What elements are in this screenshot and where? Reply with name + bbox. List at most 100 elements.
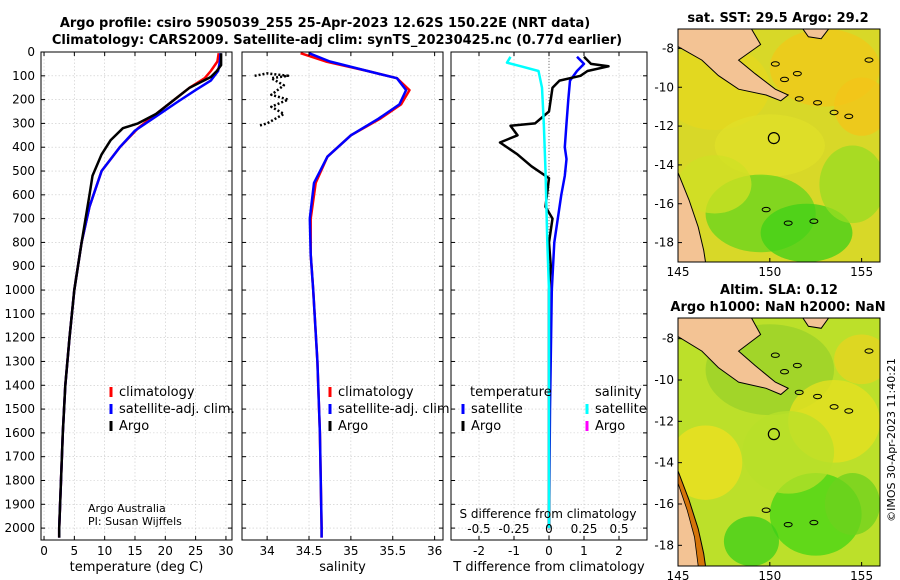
map-y-tick-label: -10 xyxy=(654,373,674,387)
y-tick-label: 100 xyxy=(12,69,35,83)
y-tick-label: 300 xyxy=(12,116,35,130)
top-axis-label: S difference from climatology xyxy=(460,507,637,521)
plot-background xyxy=(41,52,232,540)
top-tick-label: 0 xyxy=(545,522,553,536)
x-tick-label: -2 xyxy=(473,544,485,558)
map-y-tick-label: -10 xyxy=(654,80,674,94)
imos-credit: ©IMOS 30-Apr-2023 11:40:21 xyxy=(885,358,898,522)
field-patch xyxy=(834,77,880,136)
series-salinity-satellite xyxy=(505,56,551,529)
argo-position-marker xyxy=(767,132,780,145)
island xyxy=(829,109,839,116)
x-tick-label: 35 xyxy=(343,544,358,558)
series-argo xyxy=(254,72,290,128)
island xyxy=(780,76,790,83)
legend-temp-2: Argo xyxy=(119,419,149,434)
island xyxy=(813,100,823,106)
x-axis-label: temperature (deg C) xyxy=(70,560,204,575)
land-polygon xyxy=(678,318,790,396)
legend-diff-sal-argo: Argo xyxy=(595,419,625,434)
x-axis-label: salinity xyxy=(319,560,366,575)
land-polygon xyxy=(678,172,707,262)
legend-sal-2: Argo xyxy=(338,419,368,434)
legend-diff-temp-sat: satellite xyxy=(471,402,523,417)
map-y-tick-label: -14 xyxy=(654,456,674,470)
island xyxy=(761,507,771,513)
legend-temp-1: satellite-adj. clim. xyxy=(119,402,235,417)
island xyxy=(783,220,793,226)
legend-temperature-title: temperature xyxy=(470,385,552,400)
island xyxy=(794,96,804,102)
map-y-tick-label: -8 xyxy=(662,41,674,55)
plot-background xyxy=(242,52,443,540)
island xyxy=(864,57,874,63)
map-frame xyxy=(677,317,881,567)
land-polygon xyxy=(678,29,790,102)
series-temperature-argo xyxy=(498,55,610,529)
island xyxy=(813,393,823,400)
series-temperature-satellite xyxy=(547,55,586,529)
sla-map-title-2: Argo h1000: NaN h2000: NaN xyxy=(670,300,885,315)
field-patch xyxy=(723,516,779,566)
island xyxy=(770,352,780,358)
map-x-tick-label: 150 xyxy=(758,569,781,580)
top-tick-label: 0.25 xyxy=(571,522,598,536)
series-satellite-adj-clim- xyxy=(308,52,408,538)
map-y-tick-label: -8 xyxy=(662,332,674,346)
x-tick-label: 2 xyxy=(615,544,623,558)
map-x-tick-label: 155 xyxy=(850,569,873,580)
x-tick-label: 35.5 xyxy=(379,544,406,558)
field-patch xyxy=(742,411,835,494)
map-x-tick-label: 145 xyxy=(667,265,690,279)
y-tick-label: 700 xyxy=(12,212,35,226)
annotation-line-2: PI: Susan Wijffels xyxy=(88,515,182,528)
legend-diff-sal-sat: satellite xyxy=(595,402,647,417)
y-tick-label: 900 xyxy=(12,259,35,273)
top-tick-label: 0.5 xyxy=(609,522,628,536)
y-tick-label: 400 xyxy=(12,140,35,154)
island xyxy=(794,389,804,396)
field-patch xyxy=(678,155,752,214)
x-tick-label: 25 xyxy=(188,544,203,558)
y-tick-label: 0 xyxy=(27,45,35,59)
field-patch xyxy=(834,334,880,385)
island xyxy=(809,519,819,526)
map-y-tick-label: -16 xyxy=(654,197,674,211)
plot-frame xyxy=(241,51,444,541)
map-x-tick-label: 150 xyxy=(758,265,781,279)
series-argo xyxy=(57,53,223,538)
legend-sal-1: satellite-adj. clim. xyxy=(338,402,454,417)
y-tick-label: 1300 xyxy=(4,354,35,368)
island xyxy=(844,113,854,120)
difference-panel: -2 -1 0 1 2 T difference from climatology temp… xyxy=(450,51,648,575)
map-field xyxy=(678,318,880,566)
legend-diff-temp-argo: Argo xyxy=(471,419,501,434)
map-frame xyxy=(677,28,881,263)
x-tick-label: 5 xyxy=(71,544,79,558)
x-tick-label: 30 xyxy=(218,544,233,558)
map-y-tick-label: -16 xyxy=(654,497,674,511)
legend-temp-0: climatology xyxy=(119,385,195,400)
y-tick-label: 1000 xyxy=(4,283,35,297)
x-tick-label: 34.5 xyxy=(296,544,323,558)
x-tick-label: 34 xyxy=(259,544,274,558)
map-y-tick-label: -18 xyxy=(654,236,674,250)
island xyxy=(844,408,854,414)
x-tick-label: 0 xyxy=(545,544,553,558)
field-patch xyxy=(824,473,880,535)
field-patch xyxy=(678,44,770,130)
land-polygon xyxy=(802,318,830,329)
island xyxy=(783,521,793,528)
x-tick-label: 15 xyxy=(127,544,142,558)
annotation-line-1: Argo Australia xyxy=(88,502,166,515)
title-line-2: Climatology: CARS2009. Satellite-adj cli… xyxy=(52,33,622,48)
top-tick-label: -0.5 xyxy=(467,522,490,536)
island xyxy=(780,369,790,375)
temperature-panel: 0 5 10 15 20 25 300100200300400500600700800900… xyxy=(4,45,234,575)
y-tick-label: 600 xyxy=(12,188,35,202)
land-polygon-inner xyxy=(678,483,699,566)
y-tick-label: 1200 xyxy=(4,331,35,345)
field-patch xyxy=(678,425,743,500)
legend-salinity-title: salinity xyxy=(595,385,642,400)
island xyxy=(792,362,802,369)
